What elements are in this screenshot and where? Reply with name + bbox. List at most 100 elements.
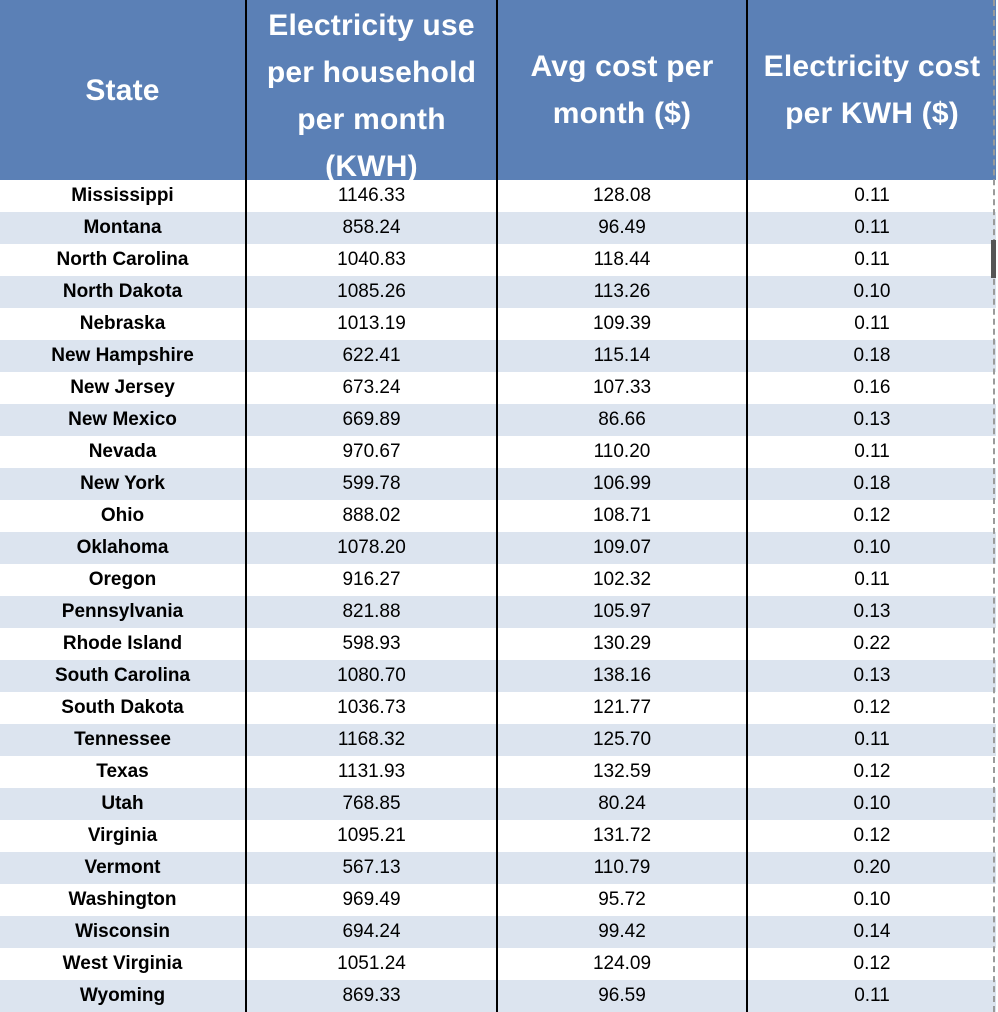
kwh-cell[interactable]: 869.33: [245, 980, 497, 1012]
rate-cell[interactable]: 0.11: [746, 980, 996, 1012]
state-cell[interactable]: Virginia: [87, 825, 158, 846]
kwh-cell[interactable]: 599.78: [245, 468, 497, 500]
rate-cell[interactable]: 0.18: [746, 468, 996, 500]
scrollbar-thumb[interactable]: [991, 240, 996, 278]
kwh-cell[interactable]: 888.02: [245, 500, 497, 532]
kwh-cell[interactable]: 598.93: [245, 628, 497, 660]
avg-cost-cell[interactable]: 109.07: [496, 532, 747, 564]
rate-cell[interactable]: 0.12: [746, 948, 996, 980]
kwh-cell[interactable]: 694.24: [245, 916, 497, 948]
avg-cost-cell[interactable]: 105.97: [496, 596, 747, 628]
state-cell[interactable]: Nevada: [88, 441, 157, 462]
state-cell[interactable]: South Carolina: [0, 660, 246, 692]
state-cell[interactable]: Montana: [0, 212, 246, 244]
rate-cell[interactable]: 0.11: [746, 436, 996, 468]
avg-cost-cell[interactable]: 118.44: [496, 244, 747, 276]
state-cell[interactable]: New Mexico: [0, 404, 246, 436]
state-cell[interactable]: Tennessee: [0, 724, 246, 756]
avg-cost-cell[interactable]: 110.20: [496, 436, 747, 468]
rate-cell[interactable]: 0.11: [746, 564, 996, 596]
avg-cost-cell[interactable]: 102.32: [496, 564, 747, 596]
state-cell[interactable]: Wyoming: [0, 980, 246, 1012]
rate-cell[interactable]: 0.13: [746, 596, 996, 628]
state-cell[interactable]: New Hampshire: [0, 340, 246, 372]
state-cell[interactable]: Oregon: [88, 569, 157, 590]
kwh-cell[interactable]: 1168.32: [245, 724, 497, 756]
avg-cost-cell[interactable]: 115.14: [496, 340, 747, 372]
state-cell[interactable]: Pennsylvania: [0, 596, 246, 628]
state-cell[interactable]: Nebraska: [79, 313, 166, 334]
kwh-cell[interactable]: 1131.93: [245, 756, 497, 788]
header-kwh-use[interactable]: Electricity use per household per month …: [245, 0, 497, 180]
rate-cell[interactable]: 0.10: [746, 532, 996, 564]
rate-cell[interactable]: 0.18: [746, 340, 996, 372]
kwh-cell[interactable]: 567.13: [245, 852, 497, 884]
state-cell[interactable]: Oklahoma: [0, 532, 246, 564]
avg-cost-cell[interactable]: 125.70: [496, 724, 747, 756]
rate-cell[interactable]: 0.10: [746, 788, 996, 820]
rate-cell[interactable]: 0.22: [746, 628, 996, 660]
kwh-cell[interactable]: 669.89: [245, 404, 497, 436]
state-cell[interactable]: Washington: [68, 889, 177, 910]
state-cell[interactable]: Utah: [0, 788, 246, 820]
state-cell[interactable]: Vermont: [0, 852, 246, 884]
rate-cell[interactable]: 0.16: [746, 372, 996, 404]
state-cell[interactable]: Rhode Island: [62, 633, 183, 654]
kwh-cell[interactable]: 969.49: [245, 884, 497, 916]
rate-cell[interactable]: 0.12: [746, 756, 996, 788]
rate-cell[interactable]: 0.12: [746, 692, 996, 724]
kwh-cell[interactable]: 1040.83: [245, 244, 497, 276]
kwh-cell[interactable]: 858.24: [245, 212, 497, 244]
kwh-cell[interactable]: 622.41: [245, 340, 497, 372]
rate-cell[interactable]: 0.20: [746, 852, 996, 884]
kwh-cell[interactable]: 1013.19: [245, 308, 497, 340]
avg-cost-cell[interactable]: 95.72: [496, 884, 747, 916]
kwh-cell[interactable]: 1095.21: [245, 820, 497, 852]
kwh-cell[interactable]: 916.27: [245, 564, 497, 596]
avg-cost-cell[interactable]: 128.08: [496, 180, 747, 212]
kwh-cell[interactable]: 768.85: [245, 788, 497, 820]
rate-cell[interactable]: 0.14: [746, 916, 996, 948]
kwh-cell[interactable]: 673.24: [245, 372, 497, 404]
rate-cell[interactable]: 0.10: [746, 276, 996, 308]
rate-cell[interactable]: 0.11: [746, 724, 996, 756]
header-state[interactable]: State: [0, 0, 246, 180]
avg-cost-cell[interactable]: 80.24: [496, 788, 747, 820]
rate-cell[interactable]: 0.11: [746, 180, 996, 212]
state-cell[interactable]: Ohio: [100, 505, 145, 526]
kwh-cell[interactable]: 1051.24: [245, 948, 497, 980]
state-cell[interactable]: North Carolina: [56, 249, 189, 270]
avg-cost-cell[interactable]: 109.39: [496, 308, 747, 340]
rate-cell[interactable]: 0.11: [746, 308, 996, 340]
avg-cost-cell[interactable]: 110.79: [496, 852, 747, 884]
kwh-cell[interactable]: 970.67: [245, 436, 497, 468]
avg-cost-cell[interactable]: 124.09: [496, 948, 747, 980]
avg-cost-cell[interactable]: 121.77: [496, 692, 747, 724]
rate-cell[interactable]: 0.11: [746, 244, 996, 276]
kwh-cell[interactable]: 1078.20: [245, 532, 497, 564]
kwh-cell[interactable]: 1146.33: [245, 180, 497, 212]
avg-cost-cell[interactable]: 107.33: [496, 372, 747, 404]
avg-cost-cell[interactable]: 113.26: [496, 276, 747, 308]
kwh-cell[interactable]: 1085.26: [245, 276, 497, 308]
rate-cell[interactable]: 0.11: [746, 212, 996, 244]
state-cell[interactable]: Mississippi: [71, 185, 174, 206]
state-cell[interactable]: New York: [0, 468, 246, 500]
state-cell[interactable]: Wisconsin: [0, 916, 246, 948]
rate-cell[interactable]: 0.12: [746, 820, 996, 852]
avg-cost-cell[interactable]: 138.16: [496, 660, 747, 692]
avg-cost-cell[interactable]: 108.71: [496, 500, 747, 532]
kwh-cell[interactable]: 821.88: [245, 596, 497, 628]
rate-cell[interactable]: 0.13: [746, 404, 996, 436]
state-cell[interactable]: South Dakota: [61, 697, 184, 718]
header-avg-cost[interactable]: Avg cost per month ($): [496, 0, 747, 180]
header-cost-per-kwh[interactable]: Electricity cost per KWH ($): [746, 0, 996, 180]
rate-cell[interactable]: 0.13: [746, 660, 996, 692]
avg-cost-cell[interactable]: 96.59: [496, 980, 747, 1012]
avg-cost-cell[interactable]: 99.42: [496, 916, 747, 948]
rate-cell[interactable]: 0.10: [746, 884, 996, 916]
rate-cell[interactable]: 0.12: [746, 500, 996, 532]
state-cell[interactable]: West Virginia: [62, 953, 183, 974]
state-cell[interactable]: North Dakota: [0, 276, 246, 308]
avg-cost-cell[interactable]: 96.49: [496, 212, 747, 244]
